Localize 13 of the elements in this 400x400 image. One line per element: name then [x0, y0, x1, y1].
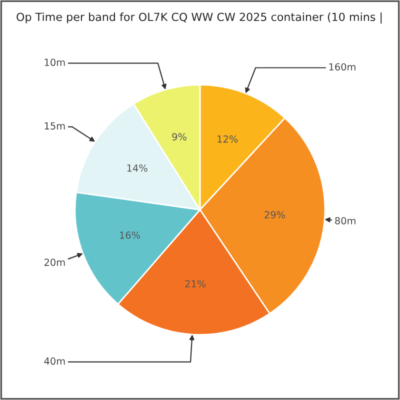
slice-label: 80m [335, 217, 356, 224]
slice-label: 10m [44, 58, 65, 66]
data-label: 29% [264, 211, 286, 218]
data-label: 14% [127, 164, 148, 172]
slice-label: 40m [44, 357, 65, 365]
slice-label: 15m [44, 122, 65, 130]
data-label: 21% [185, 280, 206, 288]
data-label: 16% [120, 231, 140, 239]
data-label: 9% [172, 133, 186, 140]
slice-label: 160m [329, 63, 356, 71]
data-label: 12% [218, 135, 238, 143]
chart-title: Op Time per band for OL7K CQ WW CW 2025 container (10 mins | [16, 12, 382, 24]
slice-label: 20m [44, 258, 65, 266]
